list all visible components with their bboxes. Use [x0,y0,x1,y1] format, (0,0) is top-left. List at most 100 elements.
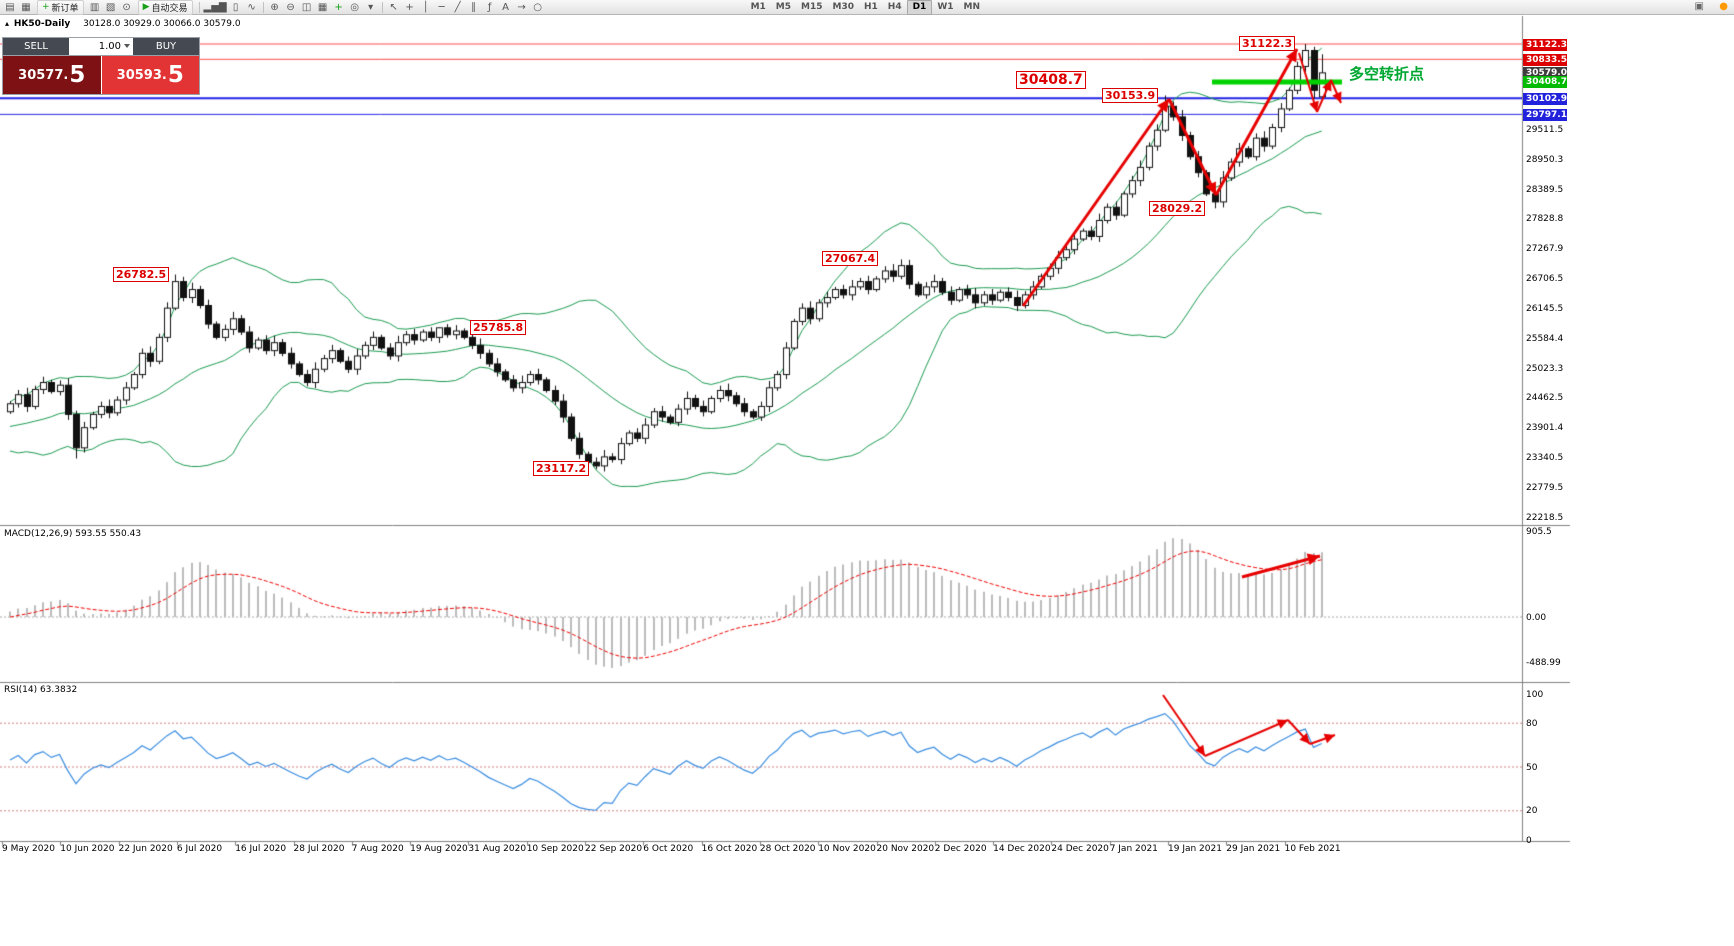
price-axis-label: 26706.5 [1526,274,1564,285]
timeframe-w1[interactable]: W1 [937,1,954,12]
buy-button[interactable]: BUY [133,38,199,55]
symbol-marker-icon: ▴ [5,19,10,28]
grid-icon[interactable]: ▦ [317,1,328,13]
time-axis-label: 29 Jan 2021 [1226,844,1281,854]
zoom-in-icon[interactable]: ⊕ [270,1,279,13]
price-axis-tag: 29797.1 [1523,108,1567,121]
sell-price: 30577. [18,67,69,83]
rsi-axis-label: 0 [1526,835,1532,846]
one-click-trading-panel: SELL 1.00 BUY 30577. 5 30593. 5 [2,37,200,95]
timeframe-d1[interactable]: D1 [906,0,933,15]
sell-button[interactable]: SELL [3,38,69,55]
price-axis-label: 27828.8 [1526,214,1564,225]
new-order-button-icon: + [42,2,50,12]
cursor-icon[interactable]: ↖ [389,1,398,13]
market-watch-icon[interactable]: ▥ [89,1,100,13]
time-axis-label: 31 Aug 2020 [468,844,527,854]
chart-header: ▴ HK50-Daily 30128.0 30929.0 30066.0 305… [5,19,241,29]
auto-trading-button-label: 自动交易 [151,3,188,14]
timeframe-m30[interactable]: M30 [832,1,854,12]
timeframe-m15[interactable]: M15 [801,1,823,12]
arrows-icon[interactable]: → [517,1,526,13]
zoom-out-icon[interactable]: ⊖ [286,1,295,13]
price-callout[interactable]: 30153.9 [1102,88,1159,103]
bar-chart-icon[interactable]: ▂▅▇ [203,1,227,13]
price-axis-label: 27267.9 [1526,244,1564,255]
price-callout[interactable]: 23117.2 [533,461,590,476]
volume-value: 1.00 [98,41,121,52]
macd-axis-label: -488.99 [1526,658,1561,669]
time-axis-label: 6 Oct 2020 [643,844,694,854]
volume-dropdown-icon[interactable] [124,44,130,48]
time-axis-label: 10 Sep 2020 [526,844,584,854]
time-axis-label: 22 Sep 2020 [585,844,643,854]
timeframe-h4[interactable]: H4 [887,1,902,12]
macd-indicator-label: MACD(12,26,9) 593.55 550.43 [4,529,142,539]
channel-icon[interactable]: ∥ [471,1,477,13]
timeframe-m1[interactable]: M1 [750,1,766,12]
buy-price: 30593. [116,67,167,83]
candlestick-chart-icon[interactable]: ▯ [232,1,239,13]
timeframe-mn[interactable]: MN [963,1,981,12]
text-label-icon[interactable]: A [502,1,509,13]
navigator-icon[interactable]: ▧ [105,1,116,13]
line-chart-icon[interactable]: ∿ [247,1,256,13]
objects-icon[interactable]: ◎ [350,1,359,13]
symbol-period-title: HK50-Daily [13,19,71,29]
price-axis-label: 23901.4 [1526,423,1564,434]
sell-price-pip: 5 [69,61,86,88]
templates-icon[interactable]: ▾ [368,1,374,13]
indicators-icon[interactable]: + [334,1,343,13]
price-axis-tag: 30579.0 [1523,67,1567,80]
docking-icon[interactable]: ▣ [1694,1,1704,12]
time-axis-label: 14 Dec 2020 [993,844,1051,854]
new-order-button-label: 新订单 [51,3,79,14]
price-callout[interactable]: 25785.8 [470,320,527,335]
tile-windows-icon[interactable]: ◫ [301,1,312,13]
shapes-icon[interactable]: ○ [533,1,542,13]
price-axis-label: 26145.5 [1526,303,1564,314]
price-callout[interactable]: 26782.5 [113,267,170,282]
horizontal-line-icon[interactable]: ─ [438,1,445,13]
price-axis-label: 22218.5 [1526,512,1564,523]
price-axis-tag: 30833.5 [1523,53,1567,66]
ohlc-values: 30128.0 30929.0 30066.0 30579.0 [83,19,241,29]
toolbar: ▤ ▦ + 新订单 ▥ ▧ ⊙ ▶ 自动交易 ▂▅▇ ▯ ∿ ⊕ ⊖ ◫ ▦ + ◎ ▾ ↖ + │ ─ ╱ ∥ ƒ A → ○ M1 M5… [0,0,1734,15]
price-axis-tag: 30102.9 [1523,92,1567,105]
price-axis-tag: 31122.3 [1523,38,1567,51]
time-axis-label: 10 Nov 2020 [818,844,876,854]
time-axis-label: 16 Jul 2020 [235,844,287,854]
new-order-button[interactable]: + 新订单 [37,0,84,15]
price-axis-label: 24462.5 [1526,393,1564,404]
price-callout[interactable]: 30408.7 [1016,71,1086,89]
time-axis-label: 19 Jan 2021 [1168,844,1222,854]
trendline-icon[interactable]: ╱ [454,1,461,13]
buy-price-button[interactable]: 30593. 5 [100,56,199,94]
time-axis-label: 16 Oct 2020 [701,844,758,854]
fibonacci-icon[interactable]: ƒ [487,1,492,13]
price-callout[interactable]: 28029.2 [1149,201,1206,216]
time-axis-label: 20 Nov 2020 [876,844,935,854]
vertical-line-icon[interactable]: │ [422,1,429,13]
crosshair-icon[interactable]: + [405,1,414,13]
price-callout[interactable]: 31122.3 [1239,36,1296,51]
timeframe-m5[interactable]: M5 [775,1,792,12]
new-chart-icon[interactable]: ▤ [5,1,15,13]
strategy-tester-icon[interactable]: ⊙ [122,1,131,13]
status-icon[interactable]: ● [1719,1,1728,12]
rsi-axis-label: 100 [1526,689,1544,700]
sell-price-button[interactable]: 30577. 5 [3,56,101,94]
price-axis-label: 22779.5 [1526,482,1564,493]
time-axis-label: 28 Oct 2020 [759,844,816,854]
time-axis-label: 2 Dec 2020 [934,844,987,854]
timeframe-h1[interactable]: H1 [863,1,878,12]
price-callout[interactable]: 27067.4 [822,251,879,266]
turning-point-annotation[interactable]: 多空转折点 [1349,65,1425,83]
auto-trading-button-icon: ▶ [142,2,150,12]
auto-trading-button[interactable]: ▶ 自动交易 [137,0,193,15]
time-axis-label: 10 Feb 2021 [1284,844,1341,854]
profiles-icon[interactable]: ▦ [21,1,31,13]
volume-input[interactable]: 1.00 [69,38,133,55]
one-click-header-row: SELL 1.00 BUY [3,38,199,56]
